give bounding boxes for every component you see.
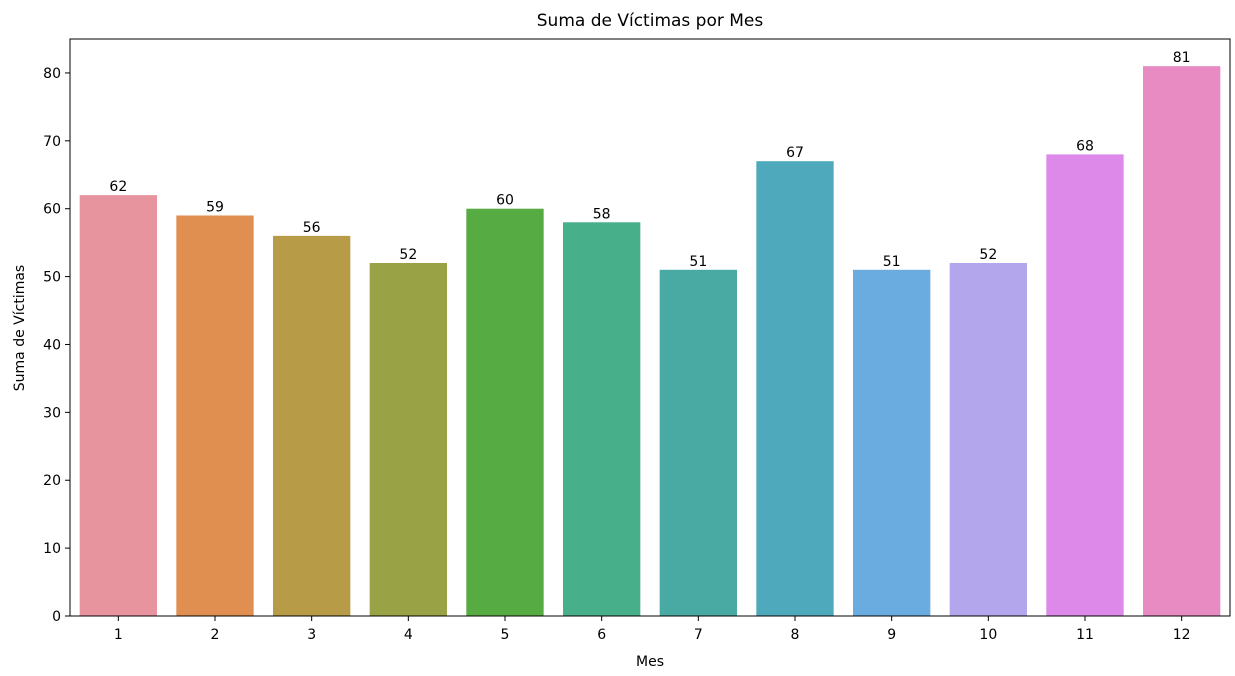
data-label-2: 59 — [206, 199, 224, 215]
x-tick-label-5: 5 — [501, 627, 510, 643]
bar-11 — [1046, 154, 1124, 616]
data-label-6: 58 — [593, 206, 611, 222]
y-tick-label-30: 30 — [43, 405, 61, 421]
y-axis-title: Suma de Víctimas — [12, 265, 28, 391]
x-tick-label-10: 10 — [979, 627, 997, 643]
bar-12 — [1143, 66, 1221, 616]
bar-9 — [853, 269, 931, 616]
data-label-3: 56 — [303, 220, 321, 236]
y-tick-label-60: 60 — [43, 202, 61, 218]
bar-8 — [756, 161, 834, 616]
bar-4 — [369, 263, 447, 616]
bar-6 — [563, 222, 641, 616]
x-tick-label-11: 11 — [1076, 627, 1094, 643]
x-axis-title: Mes — [636, 654, 664, 670]
bar-5 — [466, 208, 544, 616]
x-tick-label-9: 9 — [887, 627, 896, 643]
data-label-5: 60 — [496, 193, 514, 209]
data-label-9: 51 — [883, 254, 901, 270]
x-tick-label-8: 8 — [791, 627, 800, 643]
data-label-4: 52 — [399, 247, 417, 263]
x-tick-label-4: 4 — [404, 627, 413, 643]
bar-1 — [79, 195, 157, 616]
x-tick-label-12: 12 — [1173, 627, 1191, 643]
y-tick-label-40: 40 — [43, 337, 61, 353]
bar-7 — [659, 269, 737, 616]
x-tick-label-7: 7 — [694, 627, 703, 643]
data-label-1: 62 — [109, 179, 127, 195]
x-tick-label-3: 3 — [307, 627, 316, 643]
bar-3 — [273, 235, 351, 617]
chart-title: Suma de Víctimas por Mes — [537, 11, 764, 31]
data-label-10: 52 — [979, 247, 997, 263]
y-tick-label-50: 50 — [43, 270, 61, 286]
plot-area: 62 1 59 2 56 3 52 4 60 5 58 6 51 7 67 8 51 9 52 10 68 11 81 12 0… — [43, 38, 1231, 643]
plot-frame — [69, 38, 1231, 617]
data-label-8: 67 — [786, 145, 804, 161]
y-tick-label-10: 10 — [43, 541, 61, 557]
y-tick-label-20: 20 — [43, 473, 61, 489]
y-tick-label-70: 70 — [43, 134, 61, 150]
y-tick-label-80: 80 — [43, 66, 61, 82]
y-tick-label-0: 0 — [52, 609, 61, 625]
bar-2 — [176, 215, 254, 617]
data-label-12: 81 — [1173, 50, 1191, 66]
x-tick-label-6: 6 — [597, 627, 606, 643]
bar-10 — [949, 263, 1027, 616]
data-label-7: 51 — [689, 254, 707, 270]
x-tick-label-2: 2 — [211, 627, 220, 643]
data-label-11: 68 — [1076, 138, 1094, 154]
x-tick-label-1: 1 — [114, 627, 123, 643]
